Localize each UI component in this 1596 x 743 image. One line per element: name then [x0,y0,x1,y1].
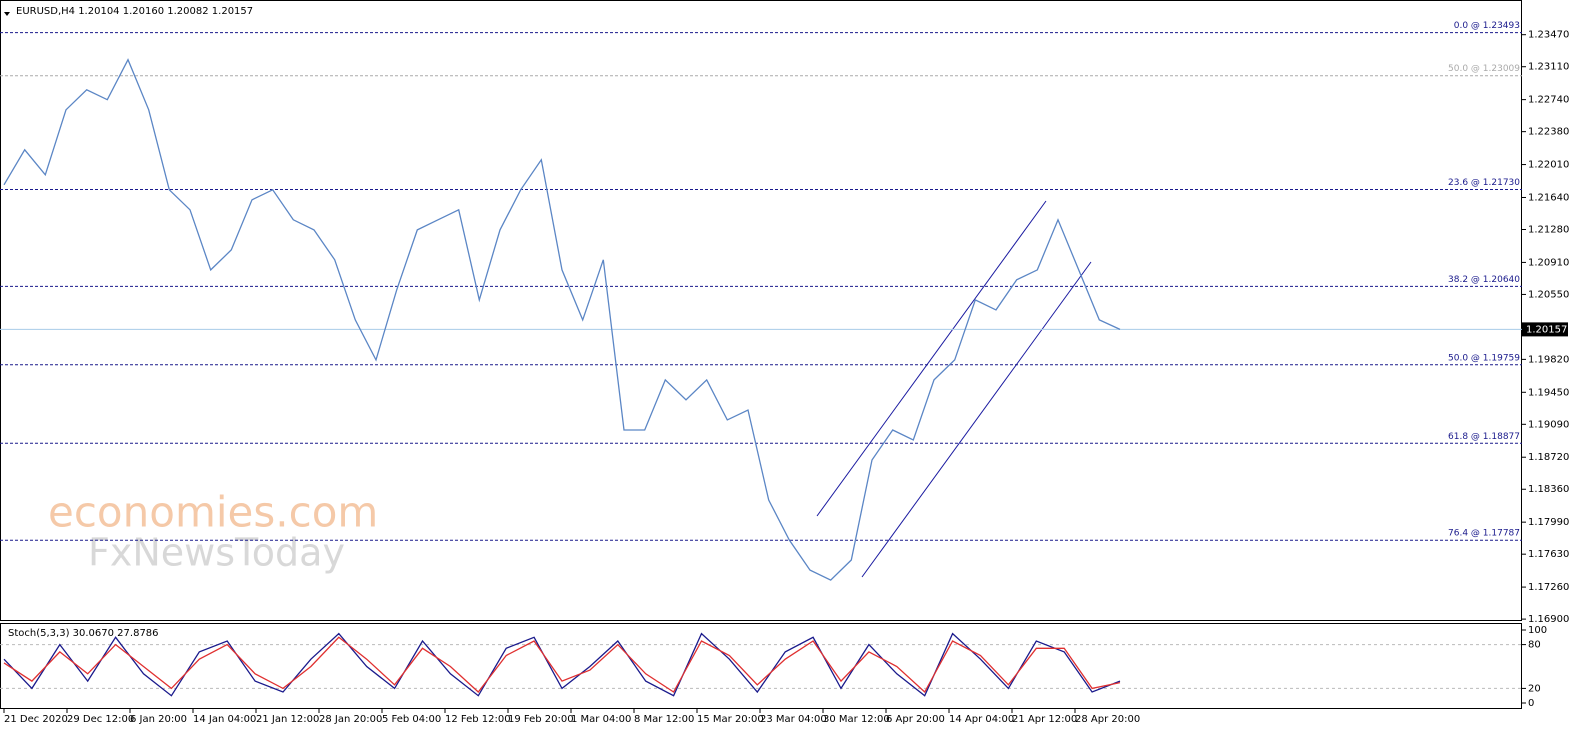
y-tick-label: 100 [1528,625,1547,636]
x-tick-label: 12 Feb 12:00 [445,714,511,725]
y-tick-label: 1.22380 [1528,127,1569,138]
current-price-label: 1.20157 [1526,324,1567,335]
x-tick-label: 14 Apr 04:00 [949,714,1014,725]
series-line [3,632,1121,697]
y-tick-label: 1.23110 [1528,62,1569,73]
y-tick-label: 20 [1528,683,1541,694]
y-tick-label: 1.17990 [1528,517,1569,528]
x-tick-label: 14 Jan 04:00 [193,714,256,725]
stoch-panel [0,623,1522,709]
channel-line [861,261,1092,578]
y-tick-label: 1.22010 [1528,160,1569,171]
fib-label: 50.0 @ 1.19759 [1448,353,1520,363]
x-tick-label: 15 Mar 20:00 [697,714,764,725]
header: EURUSD,H4 1.20104 1.20160 1.20082 1.2015… [16,6,253,17]
x-tick-label: 5 Feb 04:00 [382,714,441,725]
fib-label: 23.6 @ 1.21730 [1448,178,1520,188]
watermark: economies.com [48,488,378,537]
y-tick-label: 1.22740 [1528,95,1569,106]
x-tick-label: 21 Apr 12:00 [1012,714,1077,725]
price-panel [0,0,1522,621]
y-tick-label: 1.21640 [1528,192,1569,203]
fib-label: 61.8 @ 1.18877 [1448,432,1520,442]
x-tick-label: 8 Mar 12:00 [634,714,694,725]
x-tick-label: 28 Apr 20:00 [1075,714,1140,725]
y-tick-label: 1.20550 [1528,289,1569,300]
watermark: FxNewsToday [88,531,345,575]
current-price-box [1522,322,1568,337]
x-tick-label: 28 Jan 20:00 [319,714,382,725]
x-tick-label: 6 Apr 20:00 [886,714,945,725]
stoch-title: Stoch(5,3,3) 30.0670 27.8786 [8,628,159,639]
x-tick-label: 30 Mar 12:00 [823,714,890,725]
x-tick-label: 23 Mar 04:00 [760,714,827,725]
series-line [3,58,1121,581]
y-tick-label: 1.21280 [1528,224,1569,235]
y-tick-label: 1.16900 [1528,614,1569,625]
fib-label: 50.0 @ 1.23009 [1448,64,1520,74]
x-tick-label: 1 Mar 04:00 [571,714,631,725]
y-tick-label: 1.17630 [1528,549,1569,560]
x-tick-label: 21 Jan 12:00 [256,714,319,725]
y-tick-label: 1.17260 [1528,582,1569,593]
x-tick-label: 6 Jan 20:00 [130,714,187,725]
y-tick-label: 1.18360 [1528,484,1569,495]
y-tick-label: 0 [1528,698,1534,709]
y-tick-label: 1.19820 [1528,354,1569,365]
fib-label: 38.2 @ 1.20640 [1448,275,1520,285]
fib-label: 76.4 @ 1.17787 [1448,529,1520,539]
y-tick-label: 1.20910 [1528,257,1569,268]
y-tick-label: 1.19090 [1528,419,1569,430]
x-tick-label: 29 Dec 12:00 [67,714,134,725]
menu-arrow[interactable] [4,12,10,16]
y-tick-label: 1.18720 [1528,452,1569,463]
y-tick-label: 80 [1528,640,1541,651]
x-tick-label: 21 Dec 2020 [4,714,68,725]
y-tick-label: 1.23470 [1528,30,1569,41]
y-tick-label: 1.19450 [1528,387,1569,398]
series-line [3,636,1121,694]
channel-line [816,200,1047,517]
x-tick-label: 19 Feb 20:00 [508,714,574,725]
fib-label: 0.0 @ 1.23493 [1454,21,1520,31]
